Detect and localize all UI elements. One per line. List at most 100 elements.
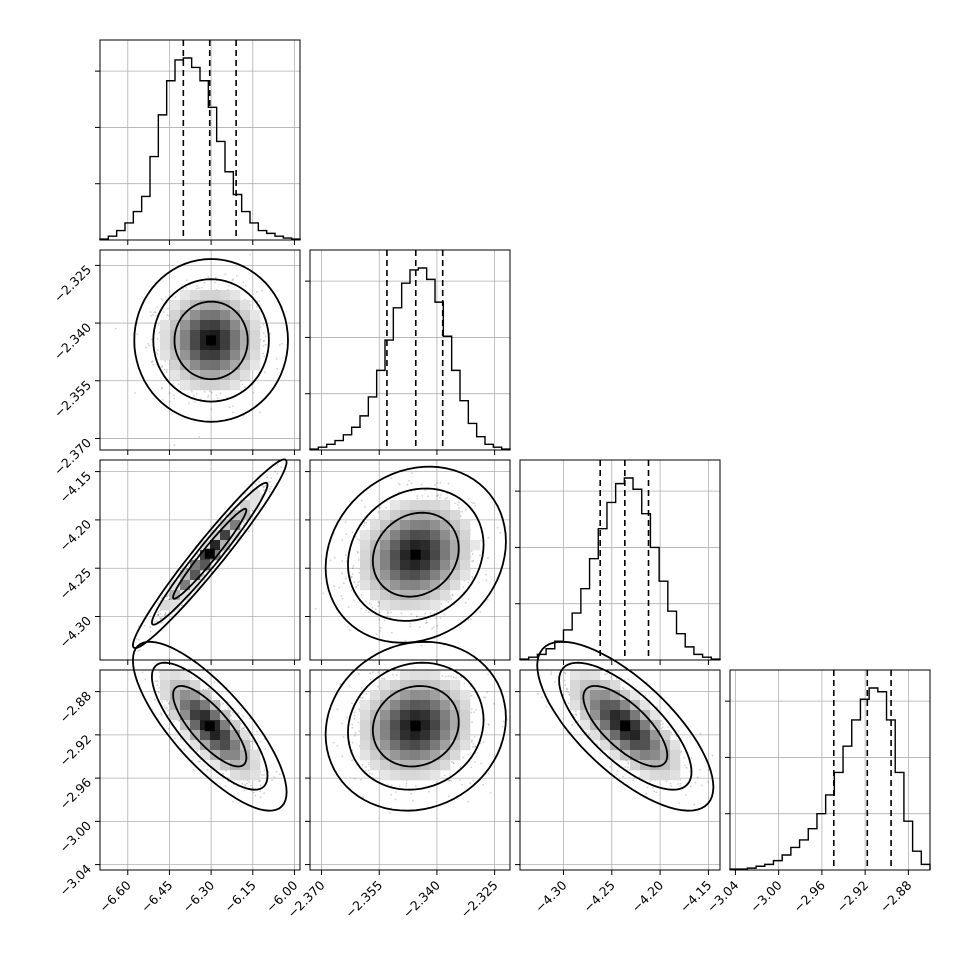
scatter-point (627, 678, 630, 681)
scatter-point (263, 339, 266, 342)
density-cell (410, 540, 421, 551)
density-cell (580, 690, 591, 701)
scatter-point (227, 707, 229, 709)
scatter-point (471, 502, 474, 504)
scatter-point (357, 551, 359, 554)
density-cell (420, 750, 431, 761)
density-cell (230, 750, 241, 761)
scatter-point (167, 702, 170, 704)
scatter-point (421, 495, 424, 497)
density-cell (420, 690, 431, 701)
density-cell (360, 740, 371, 751)
density-cell (380, 720, 391, 731)
density-cell (580, 680, 591, 691)
scatter-point (661, 726, 664, 729)
scatter-point (262, 323, 265, 326)
scatter-point (390, 793, 392, 796)
scatter-point (357, 559, 360, 561)
scatter-point (156, 306, 159, 309)
density-cell (450, 530, 461, 541)
scatter-point (443, 613, 446, 616)
scatter-point (213, 681, 216, 684)
density-cell (230, 520, 241, 531)
density-cell (440, 710, 451, 721)
density-cell (170, 670, 181, 681)
scatter-point (257, 480, 260, 483)
scatter-point (461, 510, 463, 513)
density-cell (240, 370, 251, 381)
scatter-point (172, 721, 175, 723)
scatter-point (280, 466, 283, 469)
density-cell (430, 700, 441, 711)
density-cell (640, 740, 651, 751)
pair-panel-0-2 (95, 458, 301, 665)
density-cell (390, 560, 401, 571)
scatter-point (358, 730, 361, 733)
scatter-point (243, 529, 246, 531)
scatter-point (201, 575, 204, 577)
scatter-point (254, 483, 256, 485)
density-cell (430, 560, 441, 571)
scatter-point (262, 352, 264, 355)
density-cell (250, 360, 261, 371)
density-cell (220, 750, 231, 761)
scatter-point (237, 712, 240, 714)
density-cell (370, 760, 381, 771)
density-cell (230, 770, 241, 781)
scatter-point (470, 711, 473, 714)
scatter-point (351, 573, 354, 575)
scatter-point (379, 626, 382, 629)
density-cell (250, 750, 261, 761)
density-cell (200, 320, 211, 331)
scatter-point (262, 345, 265, 347)
scatter-point (665, 780, 668, 783)
density-cell (650, 750, 661, 761)
density-cell (230, 290, 241, 301)
scatter-point (653, 790, 655, 793)
density-cell (180, 340, 191, 351)
density-cell (610, 720, 621, 731)
density-cell (200, 350, 211, 361)
scatter-point (381, 677, 383, 680)
scatter-point (383, 678, 386, 681)
scatter-point (445, 675, 447, 678)
density-cell (210, 710, 221, 721)
density-cell (200, 340, 211, 351)
scatter-point (235, 274, 238, 277)
scatter-point (225, 513, 227, 516)
scatter-point (447, 482, 450, 485)
density-cell (360, 710, 371, 721)
scatter-point (707, 781, 709, 783)
scatter-point (651, 786, 654, 789)
scatter-point (677, 783, 680, 785)
density-cell (240, 330, 251, 341)
x-tick-label: −2.92 (834, 878, 872, 916)
scatter-point (250, 784, 252, 787)
scatter-point (685, 766, 688, 769)
density-cell (650, 760, 661, 771)
density-cell (610, 700, 621, 711)
density-peak (410, 549, 421, 560)
scatter-point (247, 530, 250, 533)
density-cell (230, 530, 241, 541)
scatter-point (332, 741, 335, 744)
scatter-point (660, 727, 662, 730)
scatter-point (154, 680, 157, 683)
density-cell (640, 700, 651, 711)
scatter-point (227, 284, 230, 287)
scatter-point (410, 792, 412, 795)
scatter-point (214, 281, 217, 284)
density-cell (610, 680, 621, 691)
density-cell (400, 700, 411, 711)
density-cell (230, 740, 241, 751)
scatter-point (152, 314, 154, 316)
scatter-point (227, 516, 230, 519)
density-cell (600, 740, 611, 751)
density-cell (390, 540, 401, 551)
density-cell (650, 730, 661, 741)
panel-frame (519, 459, 721, 661)
hist-panel-1 (305, 249, 511, 455)
scatter-point (166, 707, 168, 709)
scatter-point (622, 775, 624, 778)
scatter-point (161, 366, 163, 368)
